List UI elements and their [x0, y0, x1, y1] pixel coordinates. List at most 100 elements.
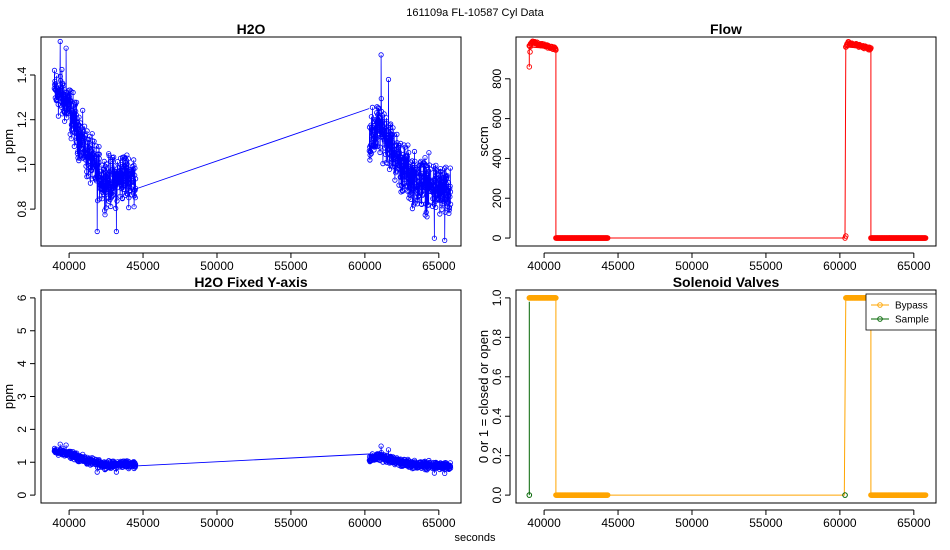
data-point	[526, 492, 533, 498]
data-point	[114, 198, 120, 204]
data-point	[374, 143, 381, 149]
x-tick-label: 50000	[675, 259, 709, 273]
y-tick-label: 1.2	[15, 111, 29, 128]
data-point	[59, 87, 65, 93]
data-point	[368, 114, 374, 120]
x-tick-label: 55000	[274, 516, 308, 530]
data-point	[133, 176, 139, 182]
data-point	[436, 197, 442, 203]
data-point	[391, 132, 397, 138]
y-tick-label: 3	[15, 393, 29, 400]
data-point	[125, 180, 131, 187]
x-tick-label: 40000	[52, 516, 86, 530]
data-point	[396, 149, 402, 155]
data-point	[423, 163, 429, 169]
data-point	[412, 158, 418, 164]
x-tick-label: 45000	[126, 259, 160, 273]
data-point	[87, 180, 94, 186]
data-point	[109, 193, 115, 199]
data-point	[71, 143, 77, 149]
data-point	[410, 171, 416, 178]
plot-frame	[515, 36, 937, 247]
data-point	[128, 192, 134, 198]
x-tick-label: 65000	[897, 516, 931, 530]
data-point	[80, 107, 86, 114]
data-point	[424, 214, 430, 220]
data-point	[378, 443, 384, 449]
data-point	[367, 152, 373, 158]
data-point	[429, 203, 436, 209]
data-point	[132, 195, 138, 201]
x-tick-label: 50000	[200, 259, 234, 273]
data-point	[378, 118, 384, 125]
data-point	[131, 162, 137, 168]
data-point	[381, 145, 388, 151]
series-points-bypass	[526, 295, 929, 498]
data-point	[102, 212, 108, 218]
data-point	[378, 96, 384, 102]
data-point	[604, 235, 611, 241]
data-point	[85, 173, 91, 179]
x-tick-label: 55000	[749, 516, 783, 530]
data-point	[399, 156, 405, 162]
data-point	[408, 196, 414, 202]
data-point	[424, 175, 430, 181]
data-point	[388, 121, 394, 127]
data-point	[422, 168, 428, 174]
data-point	[447, 465, 454, 471]
series-line	[528, 46, 926, 239]
data-point	[383, 160, 389, 166]
chart-title: H2O	[237, 21, 266, 37]
data-point	[124, 161, 130, 167]
data-point	[119, 196, 126, 202]
data-point	[922, 235, 929, 241]
y-axis-label: ppm	[1, 384, 16, 409]
x-tick-label: 40000	[527, 259, 561, 273]
y-tick-label: 400	[490, 148, 504, 168]
legend: Bypass Sample	[865, 293, 937, 331]
data-point	[95, 174, 102, 180]
data-point	[604, 492, 611, 498]
data-point	[843, 233, 849, 239]
chart-flow: Flow sccm 40000 45000 50000 55000 60000 65000 0 2…	[476, 21, 937, 273]
data-point	[126, 205, 132, 211]
data-point	[447, 186, 453, 192]
data-point	[527, 49, 533, 55]
data-point	[553, 47, 559, 53]
gap-connector	[135, 108, 370, 190]
data-point	[68, 136, 74, 142]
data-point	[65, 92, 71, 98]
data-point	[84, 128, 90, 134]
data-point	[120, 186, 127, 193]
data-point	[94, 169, 101, 175]
x-tick-label: 60000	[823, 259, 857, 273]
data-point	[400, 184, 406, 190]
y-tick-label: 0	[490, 234, 504, 241]
data-point	[842, 492, 848, 498]
data-point	[551, 44, 557, 50]
y-tick-label: 1.4	[15, 66, 29, 83]
data-point	[106, 151, 112, 157]
data-point	[441, 165, 448, 171]
data-point	[447, 183, 453, 189]
data-point	[401, 172, 407, 179]
data-point	[426, 150, 432, 156]
data-point	[431, 235, 437, 241]
data-point	[79, 135, 85, 142]
y-tick-label: 0.8	[15, 200, 29, 217]
x-tick-label: 50000	[675, 516, 709, 530]
data-point	[447, 194, 453, 200]
data-point	[63, 45, 69, 51]
data-point	[113, 205, 119, 211]
y-tick-label: 200	[490, 188, 504, 208]
chart-title: Flow	[710, 21, 742, 37]
data-point	[111, 163, 117, 169]
y-tick-label: 800	[490, 68, 504, 88]
data-point	[89, 131, 95, 137]
data-point	[108, 203, 114, 210]
data-point	[394, 131, 400, 137]
data-point	[96, 151, 102, 157]
data-point	[76, 114, 82, 120]
data-point	[116, 168, 123, 174]
data-point	[553, 295, 559, 301]
